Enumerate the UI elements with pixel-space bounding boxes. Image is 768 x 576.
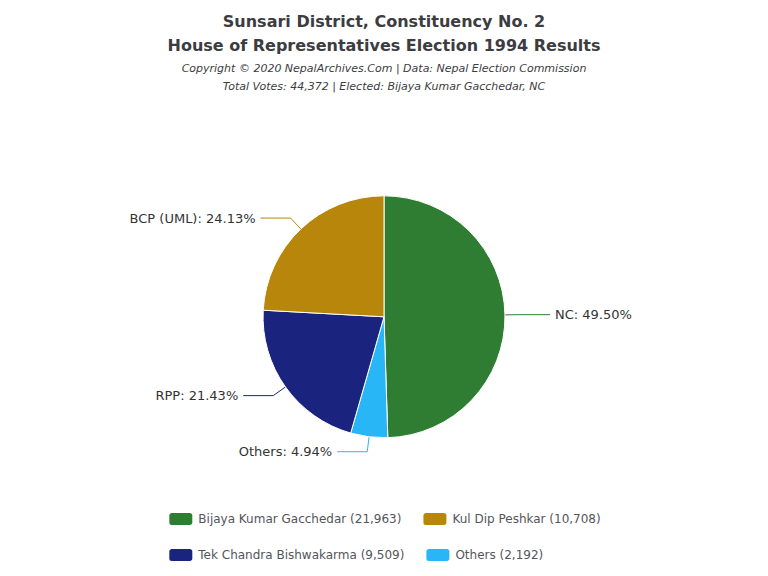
svg-text:Others: 4.94%: Others: 4.94% bbox=[239, 444, 333, 459]
svg-text:Total Votes: 44,372 | Elected:: Total Votes: 44,372 | Elected: Bijaya Ku… bbox=[223, 80, 546, 93]
svg-text:Bijaya Kumar Gacchedar (21,963: Bijaya Kumar Gacchedar (21,963) bbox=[198, 512, 401, 526]
svg-text:Others (2,192): Others (2,192) bbox=[455, 548, 543, 562]
svg-text:RPP: 21.43%: RPP: 21.43% bbox=[155, 388, 238, 403]
svg-text:Copyright © 2020 NepalArchives: Copyright © 2020 NepalArchives.Com | Dat… bbox=[182, 62, 587, 75]
svg-text:Sunsari District, Constituency: Sunsari District, Constituency No. 2 bbox=[223, 12, 545, 31]
svg-text:Tek Chandra Bishwakarma (9,509: Tek Chandra Bishwakarma (9,509) bbox=[197, 548, 404, 562]
svg-text:NC: 49.50%: NC: 49.50% bbox=[555, 307, 632, 322]
svg-text:Kul Dip Peshkar (10,708): Kul Dip Peshkar (10,708) bbox=[452, 512, 600, 526]
svg-text:BCP (UML): 24.13%: BCP (UML): 24.13% bbox=[130, 211, 256, 226]
svg-text:House of Representatives Elect: House of Representatives Election 1994 R… bbox=[167, 36, 600, 55]
